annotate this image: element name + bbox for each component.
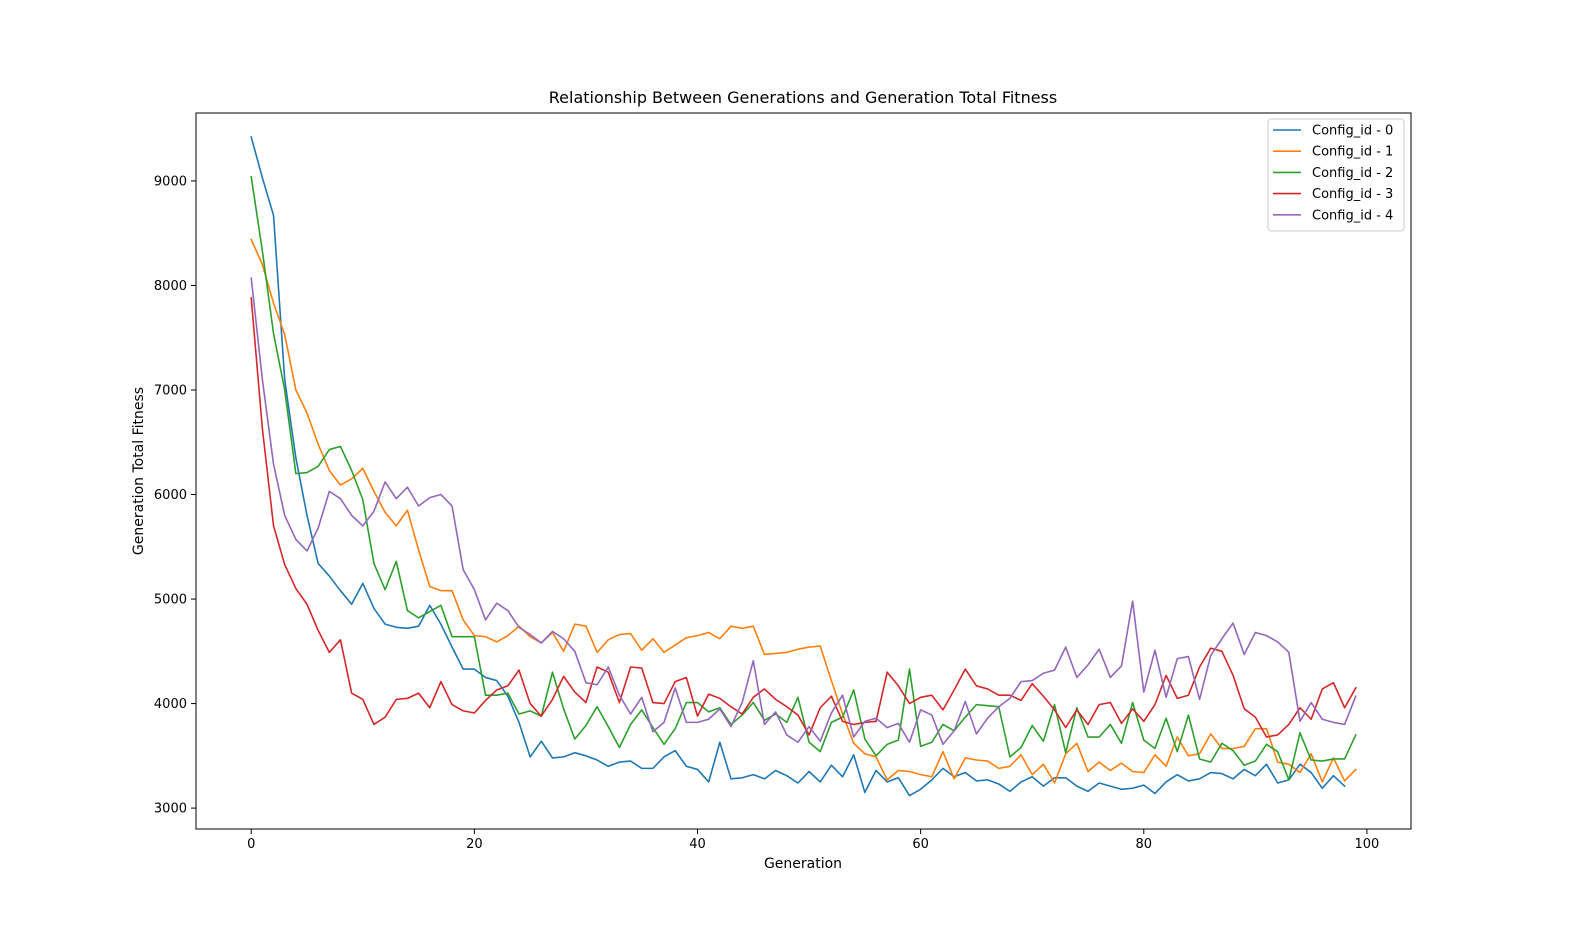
- legend-label: Config_id - 4: [1312, 208, 1393, 223]
- x-axis-title: Generation: [764, 856, 842, 872]
- y-tick-label: 3000: [154, 802, 187, 817]
- x-tick-label: 80: [1136, 837, 1153, 852]
- legend-label: Config_id - 1: [1312, 145, 1393, 160]
- x-tick-label: 100: [1355, 837, 1380, 852]
- plot-area: [250, 136, 1357, 797]
- x-tick-label: 20: [466, 837, 483, 852]
- x-tick-label: 60: [912, 837, 929, 852]
- series-line-config-3: [250, 297, 1357, 738]
- legend-label: Config_id - 0: [1312, 124, 1393, 139]
- axes: 0 20 40 60 80 100 3000 4000 5000 6000 7000 8000 9000: [154, 174, 1379, 852]
- y-tick-label: 6000: [154, 488, 187, 503]
- y-tick-label: 5000: [154, 593, 187, 608]
- plot-frame: [195, 112, 1412, 830]
- x-tick-label: 0: [247, 837, 255, 852]
- chart-title: Relationship Between Generations and Gen…: [549, 88, 1057, 107]
- legend-label: Config_id - 3: [1312, 187, 1393, 202]
- series-line-config-1: [250, 238, 1357, 784]
- legend-box: [1267, 118, 1405, 232]
- legend: Config_id - 0 Config_id - 1 Config_id - 2 C…: [1267, 118, 1405, 232]
- series-line-config-0: [250, 136, 1346, 797]
- y-tick-label: 7000: [154, 383, 187, 398]
- x-tick-label: 40: [689, 837, 706, 852]
- y-tick-label: 4000: [154, 697, 187, 712]
- y-tick-label: 9000: [154, 174, 187, 189]
- legend-label: Config_id - 2: [1312, 166, 1393, 181]
- series-line-config-4: [250, 277, 1357, 746]
- y-tick-label: 8000: [154, 279, 187, 294]
- y-axis-title: Generation Total Fitness: [131, 387, 147, 555]
- series-line-config-2: [250, 175, 1357, 781]
